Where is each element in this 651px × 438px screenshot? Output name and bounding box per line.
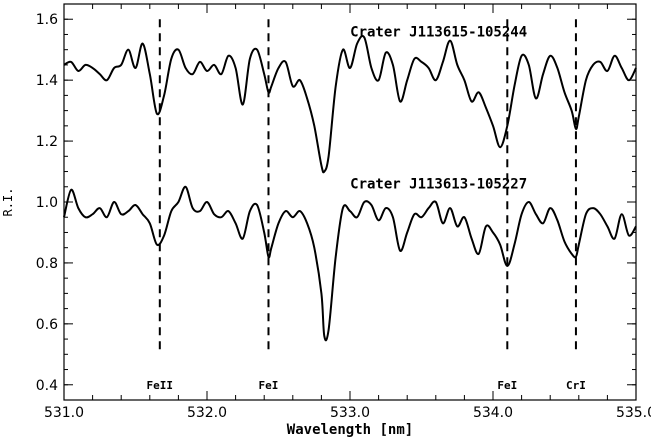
x-tick-label: 534.0 [473, 405, 513, 421]
x-axis-title: Wavelength [nm] [287, 422, 413, 438]
y-tick-label: 1.2 [36, 134, 58, 150]
label-layer: 531.0 532.0 533.0 534.0 535.0 0.4 0.6 0.8 1.0 1.2… [36, 12, 651, 421]
y-tick-label: 1.0 [36, 195, 58, 211]
y-tick-label: 0.6 [36, 317, 58, 333]
spectrum-line-1 [63, 35, 637, 174]
y-axis-title: R.I. [1, 188, 15, 217]
x-tick-label: 533.0 [330, 405, 370, 421]
series-label-1: Crater J113615-105244 [350, 24, 527, 40]
y-tick-label: 0.8 [36, 256, 58, 272]
line-marker-label: FeI [497, 379, 517, 392]
series-layer [63, 35, 637, 342]
plot-frame [63, 3, 637, 401]
y-tick-label: 1.4 [36, 73, 58, 89]
line-marker-label: FeI [259, 379, 279, 392]
line-marker-label: FeII [147, 379, 174, 392]
x-tick-label: 535.0 [616, 405, 651, 421]
tick-layer [63, 4, 637, 400]
spectrum-line-2 [63, 185, 637, 342]
y-tick-label: 0.4 [36, 378, 58, 394]
y-tick-label: 1.6 [36, 12, 58, 28]
x-tick-label: 532.0 [187, 405, 227, 421]
line-marker-label: CrI [566, 379, 586, 392]
series-label-2: Crater J113613-105227 [350, 177, 527, 193]
x-tick-label: 531.0 [44, 405, 84, 421]
